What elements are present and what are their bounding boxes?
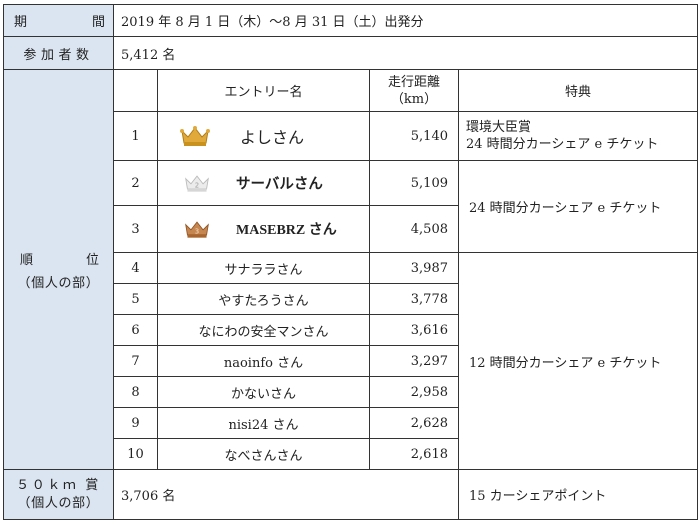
table-row: 1 よしさん 5,140 環境大臣賞 24 時間分カーシェア e チケット <box>4 111 698 161</box>
rank-cell: 9 <box>113 407 158 439</box>
results-table: 期間 2019 年 8 月 1 日（木）～8 月 31 日（土）出発分 参加者数… <box>3 4 698 520</box>
rank-cell: 10 <box>113 438 158 470</box>
entry-name: サーバルさん <box>236 176 323 193</box>
entry-name: なにわの安全マンさん <box>157 314 370 346</box>
gold-crown-icon <box>180 126 210 146</box>
results-document: 期間 2019 年 8 月 1 日（木）～8 月 31 日（土）出発分 参加者数… <box>3 4 698 520</box>
rank-cell: 4 <box>113 252 158 284</box>
rank-cell: 3 <box>113 205 158 253</box>
table-row: 4 サナララさん 3,987 12 時間分カーシェア e チケット <box>4 252 698 470</box>
reward-cell-second-third: 24 時間分カーシェア e チケット <box>458 160 698 253</box>
name-header: エントリー名 <box>157 69 370 112</box>
rank-cell: 6 <box>113 314 158 346</box>
distance-header: 走行距離 （km） <box>369 69 459 112</box>
entry-name: サナララさん <box>157 252 370 284</box>
reward-header: 特典 <box>458 69 698 112</box>
table-row: 9 nisi24 さん 2,628 <box>4 407 698 439</box>
prize50-label: ５０ｋｍ 賞 （個人の部） <box>3 469 114 520</box>
reward-cell-first: 環境大臣賞 24 時間分カーシェア e チケット <box>458 111 698 161</box>
table-row: 6 なにわの安全マンさん 3,616 <box>4 314 698 346</box>
prize50-reward: 15 カーシェアポイント <box>458 469 698 520</box>
distance-cell: 3,987 <box>369 252 459 284</box>
rank-cell: 5 <box>113 283 158 315</box>
name-cell: 3 MASEBRZ さん <box>157 205 370 253</box>
entry-name: なべさんさん <box>157 438 370 470</box>
bronze-crown-icon: 3 <box>185 221 209 238</box>
participants-label: 参加者数 <box>3 36 114 70</box>
period-row: 期間 2019 年 8 月 1 日（木）～8 月 31 日（土）出発分 <box>3 4 698 37</box>
distance-cell: 3,778 <box>369 283 459 315</box>
rank-cell: 7 <box>113 345 158 377</box>
prize50-count: 3,706 名 <box>113 469 459 520</box>
silver-crown-icon: 2 <box>185 175 209 192</box>
entry-name: naoinfo さん <box>157 345 370 377</box>
rank-cell: 8 <box>113 376 158 408</box>
entry-name: やすたろうさん <box>157 283 370 315</box>
ranking-header-row: 順位 （個人の部） エントリー名 走行距離 （km） 特典 <box>3 69 698 470</box>
ranking-sublabel: （個人の部） <box>17 275 100 291</box>
period-value: 2019 年 8 月 1 日（木）～8 月 31 日（土）出発分 <box>113 4 698 37</box>
participants-row: 参加者数 5,412 名 <box>3 36 698 70</box>
distance-cell: 2,628 <box>369 407 459 439</box>
entry-name: よしさん <box>240 128 305 147</box>
reward-cell-fourth-to-tenth: 12 時間分カーシェア e チケット <box>458 252 698 470</box>
distance-cell: 3,297 <box>369 345 459 377</box>
rank-cell: 1 <box>113 111 158 161</box>
ranking-label: 順位 （個人の部） <box>3 69 114 470</box>
svg-text:3: 3 <box>195 227 199 235</box>
name-cell: 2 サーバルさん <box>157 160 370 206</box>
distance-cell: 2,958 <box>369 376 459 408</box>
entry-name: かないさん <box>157 376 370 408</box>
rank-header <box>113 69 158 112</box>
distance-cell: 5,109 <box>369 160 459 206</box>
distance-cell: 2,618 <box>369 438 459 470</box>
svg-text:2: 2 <box>195 181 199 189</box>
table-row: 10 なべさんさん 2,618 <box>4 438 698 470</box>
table-row: 3 3 MASEBRZ さん 4,508 <box>4 205 698 253</box>
rank-cell: 2 <box>113 160 158 206</box>
distance-cell: 4,508 <box>369 205 459 253</box>
distance-cell: 5,140 <box>369 111 459 161</box>
table-row: 2 2 サーバルさん 5,109 24 時間分カーシェア e チケット <box>4 160 698 253</box>
prize50-row: ５０ｋｍ 賞 （個人の部） 3,706 名 15 カーシェアポイント <box>3 469 698 520</box>
entry-name: MASEBRZ さん <box>236 223 337 238</box>
name-cell: よしさん <box>157 111 370 161</box>
entry-name: nisi24 さん <box>157 407 370 439</box>
distance-cell: 3,616 <box>369 314 459 346</box>
participants-value: 5,412 名 <box>113 36 698 70</box>
period-label: 期間 <box>3 4 114 37</box>
